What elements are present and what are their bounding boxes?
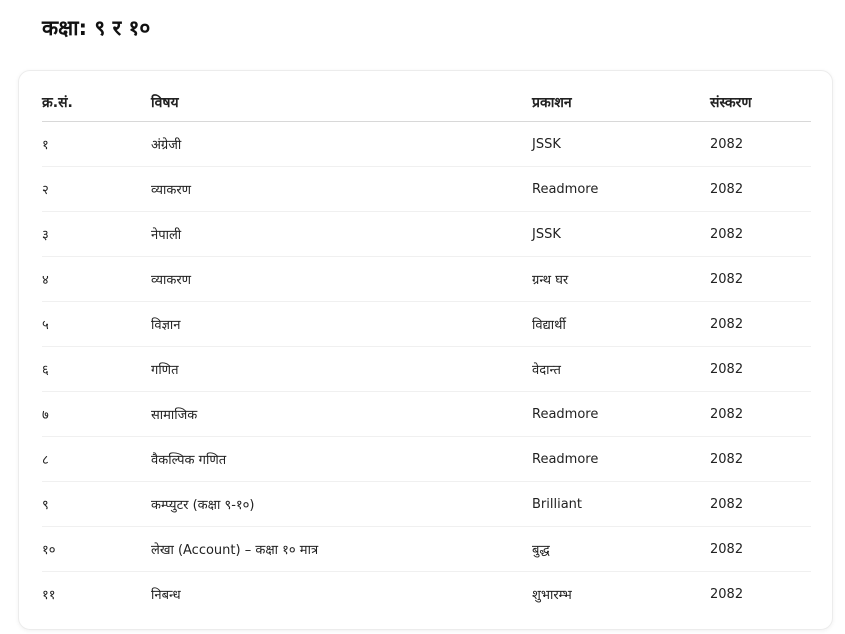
edition-cell: 2082: [710, 211, 811, 257]
serial-cell: ९: [42, 481, 151, 527]
serial-cell: ४: [42, 256, 151, 302]
publisher-cell: JSSK: [532, 121, 710, 167]
serial-cell: ६: [42, 346, 151, 392]
subject-cell: वैकल्पिक गणित: [151, 436, 532, 482]
edition-cell: 2082: [710, 481, 811, 527]
edition-cell: 2082: [710, 121, 811, 167]
header-serial: क्र.सं.: [42, 83, 151, 122]
header-publisher: प्रकाशन: [532, 83, 710, 122]
serial-cell: २: [42, 166, 151, 212]
table-row: ६ गणित वेदान्त 2082: [42, 346, 811, 392]
header-subject: विषय: [151, 83, 532, 122]
serial-cell: १०: [42, 526, 151, 572]
edition-cell: 2082: [710, 436, 811, 482]
serial-cell: १: [42, 121, 151, 167]
subject-cell: निबन्ध: [151, 588, 181, 603]
page-title: कक्षा: ९ र १०: [42, 16, 151, 40]
edition-cell: 2082: [710, 166, 811, 212]
subject-cell: कम्प्युटर (कक्षा ९-१०): [151, 481, 532, 527]
subject-cell: लेखा (Account) – कक्षा १० मात्र: [151, 526, 532, 572]
edition-cell: 2082: [710, 391, 811, 437]
serial-cell: ११: [42, 588, 56, 603]
subject-cell: नेपाली: [151, 211, 532, 257]
subject-cell: अंग्रेजी: [151, 121, 532, 167]
header-edition: संस्करण: [710, 83, 811, 122]
table-row: ८ वैकल्पिक गणित Readmore 2082: [42, 436, 811, 482]
edition-cell: 2082: [710, 301, 811, 347]
table-row: ७ सामाजिक Readmore 2082: [42, 391, 811, 437]
edition-cell: 2082: [710, 346, 811, 392]
edition-cell: 2082: [710, 256, 811, 302]
subject-cell: विज्ञान: [151, 301, 532, 347]
books-table-card: क्र.सं. विषय प्रकाशन संस्करण १ अंग्रेजी JS…: [18, 70, 833, 630]
publisher-cell: Brilliant: [532, 481, 710, 527]
table-row: ९ कम्प्युटर (कक्षा ९-१०) Brilliant 2082: [42, 481, 811, 527]
table-row: ११ निबन्ध शुभारम्भ 2082: [42, 572, 811, 617]
publisher-cell: Readmore: [532, 166, 710, 212]
publisher-cell: विद्यार्थी: [532, 301, 710, 347]
table-header-row: क्र.सं. विषय प्रकाशन संस्करण: [42, 83, 811, 122]
table-row: १ अंग्रेजी JSSK 2082: [42, 121, 811, 167]
edition-cell: 2082: [710, 586, 744, 602]
publisher-cell: वेदान्त: [532, 346, 710, 392]
subject-cell: गणित: [151, 346, 532, 392]
table-row: ५ विज्ञान विद्यार्थी 2082: [42, 301, 811, 347]
table-row: १० लेखा (Account) – कक्षा १० मात्र बुद्ध 20…: [42, 526, 811, 572]
subject-cell: सामाजिक: [151, 391, 532, 437]
subject-cell: व्याकरण: [151, 256, 532, 302]
serial-cell: ७: [42, 391, 151, 437]
table-row: २ व्याकरण Readmore 2082: [42, 166, 811, 212]
edition-cell: 2082: [710, 526, 811, 572]
serial-cell: ३: [42, 211, 151, 257]
publisher-cell: JSSK: [532, 211, 710, 257]
serial-cell: ८: [42, 436, 151, 482]
publisher-cell: ग्रन्थ घर: [532, 256, 710, 302]
books-table: क्र.सं. विषय प्रकाशन संस्करण १ अंग्रेजी JS…: [42, 83, 811, 616]
publisher-cell: शुभारम्भ: [532, 588, 572, 603]
table-row: ३ नेपाली JSSK 2082: [42, 211, 811, 257]
publisher-cell: Readmore: [532, 391, 710, 437]
publisher-cell: Readmore: [532, 436, 710, 482]
publisher-cell: बुद्ध: [532, 526, 710, 572]
serial-cell: ५: [42, 301, 151, 347]
table-row: ४ व्याकरण ग्रन्थ घर 2082: [42, 256, 811, 302]
subject-cell: व्याकरण: [151, 166, 532, 212]
